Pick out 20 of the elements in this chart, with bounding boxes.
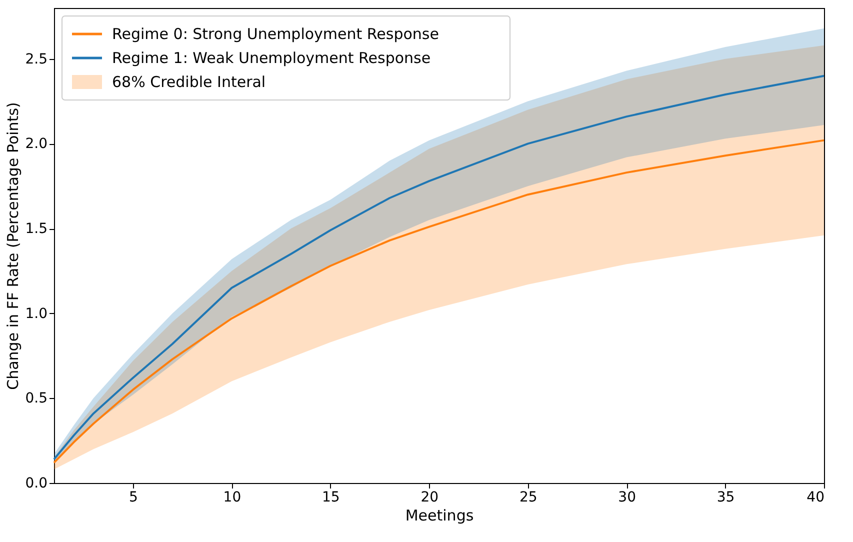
- y-tick-label: 1.5: [25, 221, 48, 238]
- x-tick-label: 15: [322, 490, 340, 506]
- y-tick-label: 0.5: [25, 390, 48, 407]
- y-axis-title: Change in FF Rate (Percentage Points): [4, 102, 22, 390]
- annotation: 68% Credible Interal: [112, 73, 266, 91]
- x-tick-label: 35: [716, 490, 735, 506]
- x-tick-label: 10: [223, 490, 242, 506]
- x-tick-label: 30: [618, 490, 636, 506]
- x-tick-label: 40: [806, 490, 824, 506]
- x-tick-label: 5: [129, 490, 138, 506]
- y-tick-label: 2.5: [25, 51, 48, 68]
- x-tick-label: 25: [519, 490, 538, 506]
- y-tick-label: 2.0: [25, 136, 48, 152]
- x-tick-label: 20: [420, 490, 439, 506]
- x-axis-title: Meetings: [405, 506, 474, 524]
- line-series: [53, 139, 825, 464]
- legend-label: Regime 0: Strong Unemployment Response: [112, 25, 439, 43]
- y-tick-label: 1.0: [25, 306, 48, 322]
- y-tick-label: 0.0: [25, 476, 48, 492]
- legend-label: Regime 1: Weak Unemployment Response: [112, 49, 431, 67]
